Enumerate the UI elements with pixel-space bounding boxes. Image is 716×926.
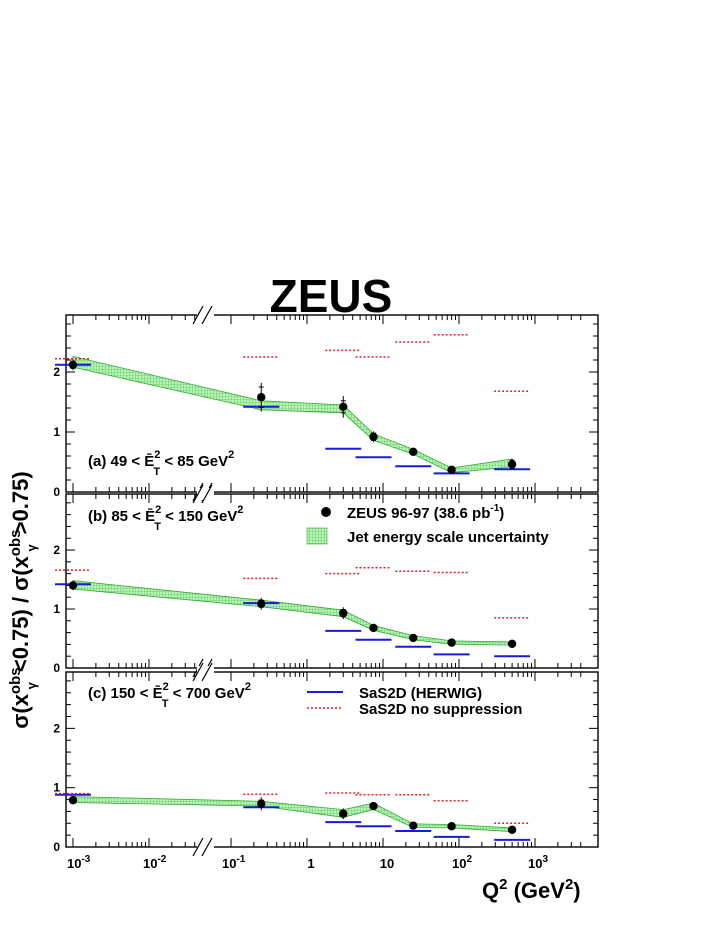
panel-c-data-point-1 <box>257 799 266 808</box>
panel-a-frame <box>65 314 599 493</box>
x-tick-1e-2: 10-2 <box>143 854 167 871</box>
panel-c-data-point-2 <box>339 809 348 818</box>
panel-b-frame <box>65 493 599 669</box>
y-tick-label: 1 <box>53 425 60 439</box>
y-tick-label: 2 <box>53 365 60 379</box>
axis-break-top-gap <box>197 488 214 500</box>
axis-break-top-gap <box>197 666 214 678</box>
x-tick-1e-3: 10-3 <box>67 854 91 871</box>
y-tick-label: 0 <box>53 661 60 675</box>
panel-c-frame <box>65 671 599 848</box>
legend-nosupp-label: SaS2D no suppression <box>359 701 522 718</box>
panel-b-data-point-0 <box>68 581 78 590</box>
panel-b: 0 1 2 <box>53 484 599 678</box>
x-tick-labels: 10-3 10-2 10-1 1 10 102 103 <box>67 854 548 871</box>
axis-break-mark <box>192 662 204 682</box>
panel-b-data-point-1 <box>257 599 266 608</box>
x-tick-1e3: 103 <box>528 854 548 871</box>
panel-c-data-point-3 <box>369 801 378 811</box>
panel-a-data-point-2 <box>339 402 348 411</box>
panel-c: 0 1 2 <box>53 662 599 857</box>
legend-band-label: Jet energy scale uncertainty <box>347 529 549 546</box>
axis-break-mark <box>201 305 213 325</box>
chart-title: ZEUS <box>270 270 393 322</box>
axis-break-top-gap <box>197 309 214 321</box>
panel-c-data-point-6 <box>507 825 517 834</box>
panel-b-data-point-5 <box>447 638 456 647</box>
axis-break-mark <box>201 484 213 504</box>
panel-a-data-point-4 <box>409 447 418 456</box>
panel-c-data-point-4 <box>409 821 418 830</box>
panel-b-label: (b) 85 < Ē2 T < 150 GeV2 <box>88 504 243 533</box>
panel-a-data-point-1 <box>257 393 266 402</box>
x-axis-label: Q2 (GeV2) <box>482 876 581 903</box>
axis-break-mark <box>192 484 204 504</box>
panel-c-data-point-5 <box>447 822 456 831</box>
y-tick-label: 0 <box>53 485 60 499</box>
panel-b-data-point-2 <box>339 608 348 618</box>
y-tick-label: 2 <box>53 721 60 735</box>
panel-b-data-point-6 <box>507 639 517 649</box>
y-tick-label: 1 <box>53 602 60 616</box>
panel-c-label: (c) 150 < Ē2 T < 700 GeV2 <box>88 681 251 710</box>
panel-labels: (a) 49 < Ē2 T < 85 GeV2 (b) 85 < Ē2 T < 15… <box>88 449 251 710</box>
panel-b-uncertainty-band <box>72 580 513 646</box>
axis-break-bottom-gap <box>197 841 214 853</box>
axis-break-mark <box>201 837 213 857</box>
axis-break-mark <box>192 305 204 325</box>
legend-band-swatch <box>306 527 328 545</box>
panels: 0 1 2 0 1 2 0 1 2 <box>53 305 599 857</box>
x-tick-10: 10 <box>380 856 394 871</box>
x-tick-1: 1 <box>307 856 314 871</box>
legend: ZEUS 96-97 (38.6 pb-1) Jet energy scale … <box>306 503 549 718</box>
panel-a-data-point-5 <box>447 465 456 474</box>
panel-a-data-point-6 <box>507 460 517 469</box>
panel-c-data-point-0 <box>68 795 78 805</box>
x-tick-1e-1: 10-1 <box>222 854 246 871</box>
panel-b-data-point-4 <box>409 633 418 643</box>
legend-data-label: ZEUS 96-97 (38.6 pb-1) <box>347 503 504 522</box>
panel-a-label: (a) 49 < Ē2 T < 85 GeV2 <box>88 449 234 478</box>
y-tick-label: 2 <box>53 543 60 557</box>
y-tick-label: 0 <box>53 840 60 854</box>
y-tick-label: 1 <box>53 781 60 795</box>
x-tick-1e2: 102 <box>452 854 472 871</box>
panel-a-data-point-3 <box>369 432 378 441</box>
panel-a-data-point-0 <box>68 360 78 369</box>
legend-herwig-label: SaS2D (HERWIG) <box>359 685 482 702</box>
panel-c-uncertainty-band <box>72 796 513 833</box>
axis-break-mark <box>201 662 213 682</box>
y-axis-label: σ(xobsγ<0.75) / σ(xobsγ>0.75) <box>7 471 39 728</box>
legend-data-marker <box>321 507 331 517</box>
panel-b-data-point-3 <box>369 623 378 633</box>
axis-break-mark <box>192 837 204 857</box>
panel-a: 0 1 2 <box>53 305 599 502</box>
